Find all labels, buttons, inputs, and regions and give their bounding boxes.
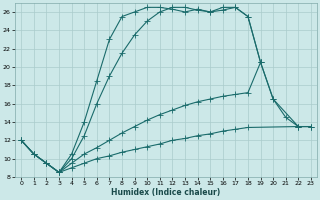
X-axis label: Humidex (Indice chaleur): Humidex (Indice chaleur) bbox=[111, 188, 221, 197]
